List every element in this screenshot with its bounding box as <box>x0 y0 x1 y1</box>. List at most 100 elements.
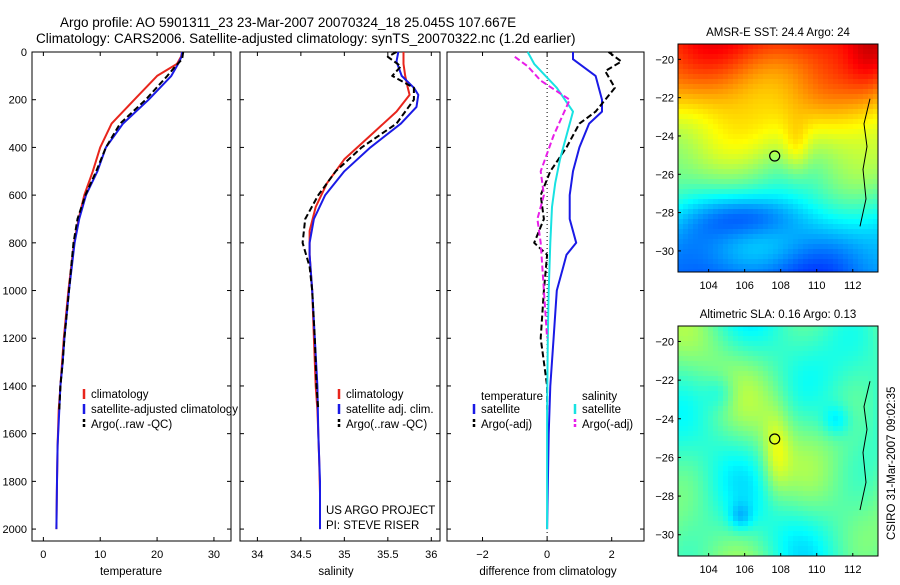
map-cell <box>718 536 724 542</box>
map-cell <box>748 426 754 432</box>
map-cell <box>703 169 709 175</box>
map-cell <box>838 229 844 235</box>
map-cell <box>813 224 819 230</box>
map-cell <box>698 119 704 125</box>
map-cell <box>778 386 784 392</box>
map-cell <box>833 109 839 115</box>
map-cell <box>833 119 839 125</box>
map-cell <box>758 254 764 260</box>
map-cell <box>818 64 824 70</box>
map-cell <box>768 491 774 497</box>
map-cell <box>753 189 759 195</box>
map-cell <box>698 496 704 502</box>
map-cell <box>753 84 759 90</box>
map-cell <box>723 411 729 417</box>
map-cell <box>753 326 759 332</box>
map-cell <box>783 84 789 90</box>
map-cell <box>778 44 784 50</box>
map-cell <box>788 169 794 175</box>
map-cell <box>763 264 769 270</box>
map-cell <box>688 456 694 462</box>
map-cell <box>748 219 754 225</box>
map-cell <box>843 471 849 477</box>
map-cell <box>723 59 729 65</box>
map-cell <box>723 551 729 557</box>
map-cell <box>728 396 734 402</box>
map-cell <box>803 541 809 547</box>
map-cell <box>688 139 694 145</box>
map-cell <box>798 441 804 447</box>
map-cell <box>738 154 744 160</box>
map-cell <box>718 451 724 457</box>
map-cell <box>858 64 864 70</box>
map-cell <box>688 104 694 110</box>
map-cell <box>813 376 819 382</box>
map-cell <box>723 336 729 342</box>
map-cell <box>798 169 804 175</box>
map-cell <box>753 154 759 160</box>
map-cell <box>858 376 864 382</box>
map-cell <box>808 386 814 392</box>
map-cell <box>798 356 804 362</box>
map-cell <box>813 366 819 372</box>
map-cell <box>728 144 734 150</box>
map-cell <box>678 521 684 527</box>
map-cell <box>723 224 729 230</box>
legend-label: Argo(..raw -QC) <box>346 419 427 431</box>
map-cell <box>738 134 744 140</box>
map-cell <box>723 109 729 115</box>
map-cell <box>728 551 734 557</box>
map-cell <box>813 199 819 205</box>
map-cell <box>868 129 874 135</box>
map-cell <box>793 239 799 245</box>
map-cell <box>853 244 859 250</box>
map-cell <box>833 54 839 60</box>
map-cell <box>828 254 834 260</box>
map-cell <box>718 531 724 537</box>
x-tick-label: 0 <box>40 549 46 561</box>
map-cell <box>748 516 754 522</box>
map-cell <box>748 189 754 195</box>
map-cell <box>868 456 874 462</box>
map-cell <box>728 164 734 170</box>
map-cell <box>733 371 739 377</box>
map-cell <box>713 159 719 165</box>
map-cell <box>753 239 759 245</box>
map-cell <box>708 446 714 452</box>
map-cell <box>833 159 839 165</box>
map-cell <box>778 109 784 115</box>
map-cell <box>743 219 749 225</box>
map-cell <box>873 54 879 60</box>
map-cell <box>863 536 869 542</box>
map-cell <box>688 471 694 477</box>
map-cell <box>803 149 809 155</box>
map-cell <box>778 74 784 80</box>
map-cell <box>853 491 859 497</box>
map-cell <box>848 371 854 377</box>
map-cell <box>753 119 759 125</box>
map-cell <box>823 496 829 502</box>
map-cell <box>753 169 759 175</box>
map-cell <box>803 506 809 512</box>
map-cell <box>738 264 744 270</box>
map-cell <box>718 219 724 225</box>
map-cell <box>758 264 764 270</box>
map-cell <box>718 376 724 382</box>
map-cell <box>728 129 734 135</box>
map-cell <box>808 456 814 462</box>
map-cell <box>703 44 709 50</box>
map-cell <box>798 134 804 140</box>
map-cell <box>808 59 814 65</box>
map-cell <box>758 361 764 367</box>
map-cell <box>778 164 784 170</box>
map-cell <box>838 511 844 517</box>
map-cell <box>798 386 804 392</box>
map-cell <box>803 259 809 265</box>
map-cell <box>703 194 709 200</box>
map-cell <box>788 89 794 95</box>
map-cell <box>768 371 774 377</box>
map-cell <box>693 381 699 387</box>
map-cell <box>808 401 814 407</box>
map-cell <box>768 164 774 170</box>
map-cell <box>838 124 844 130</box>
